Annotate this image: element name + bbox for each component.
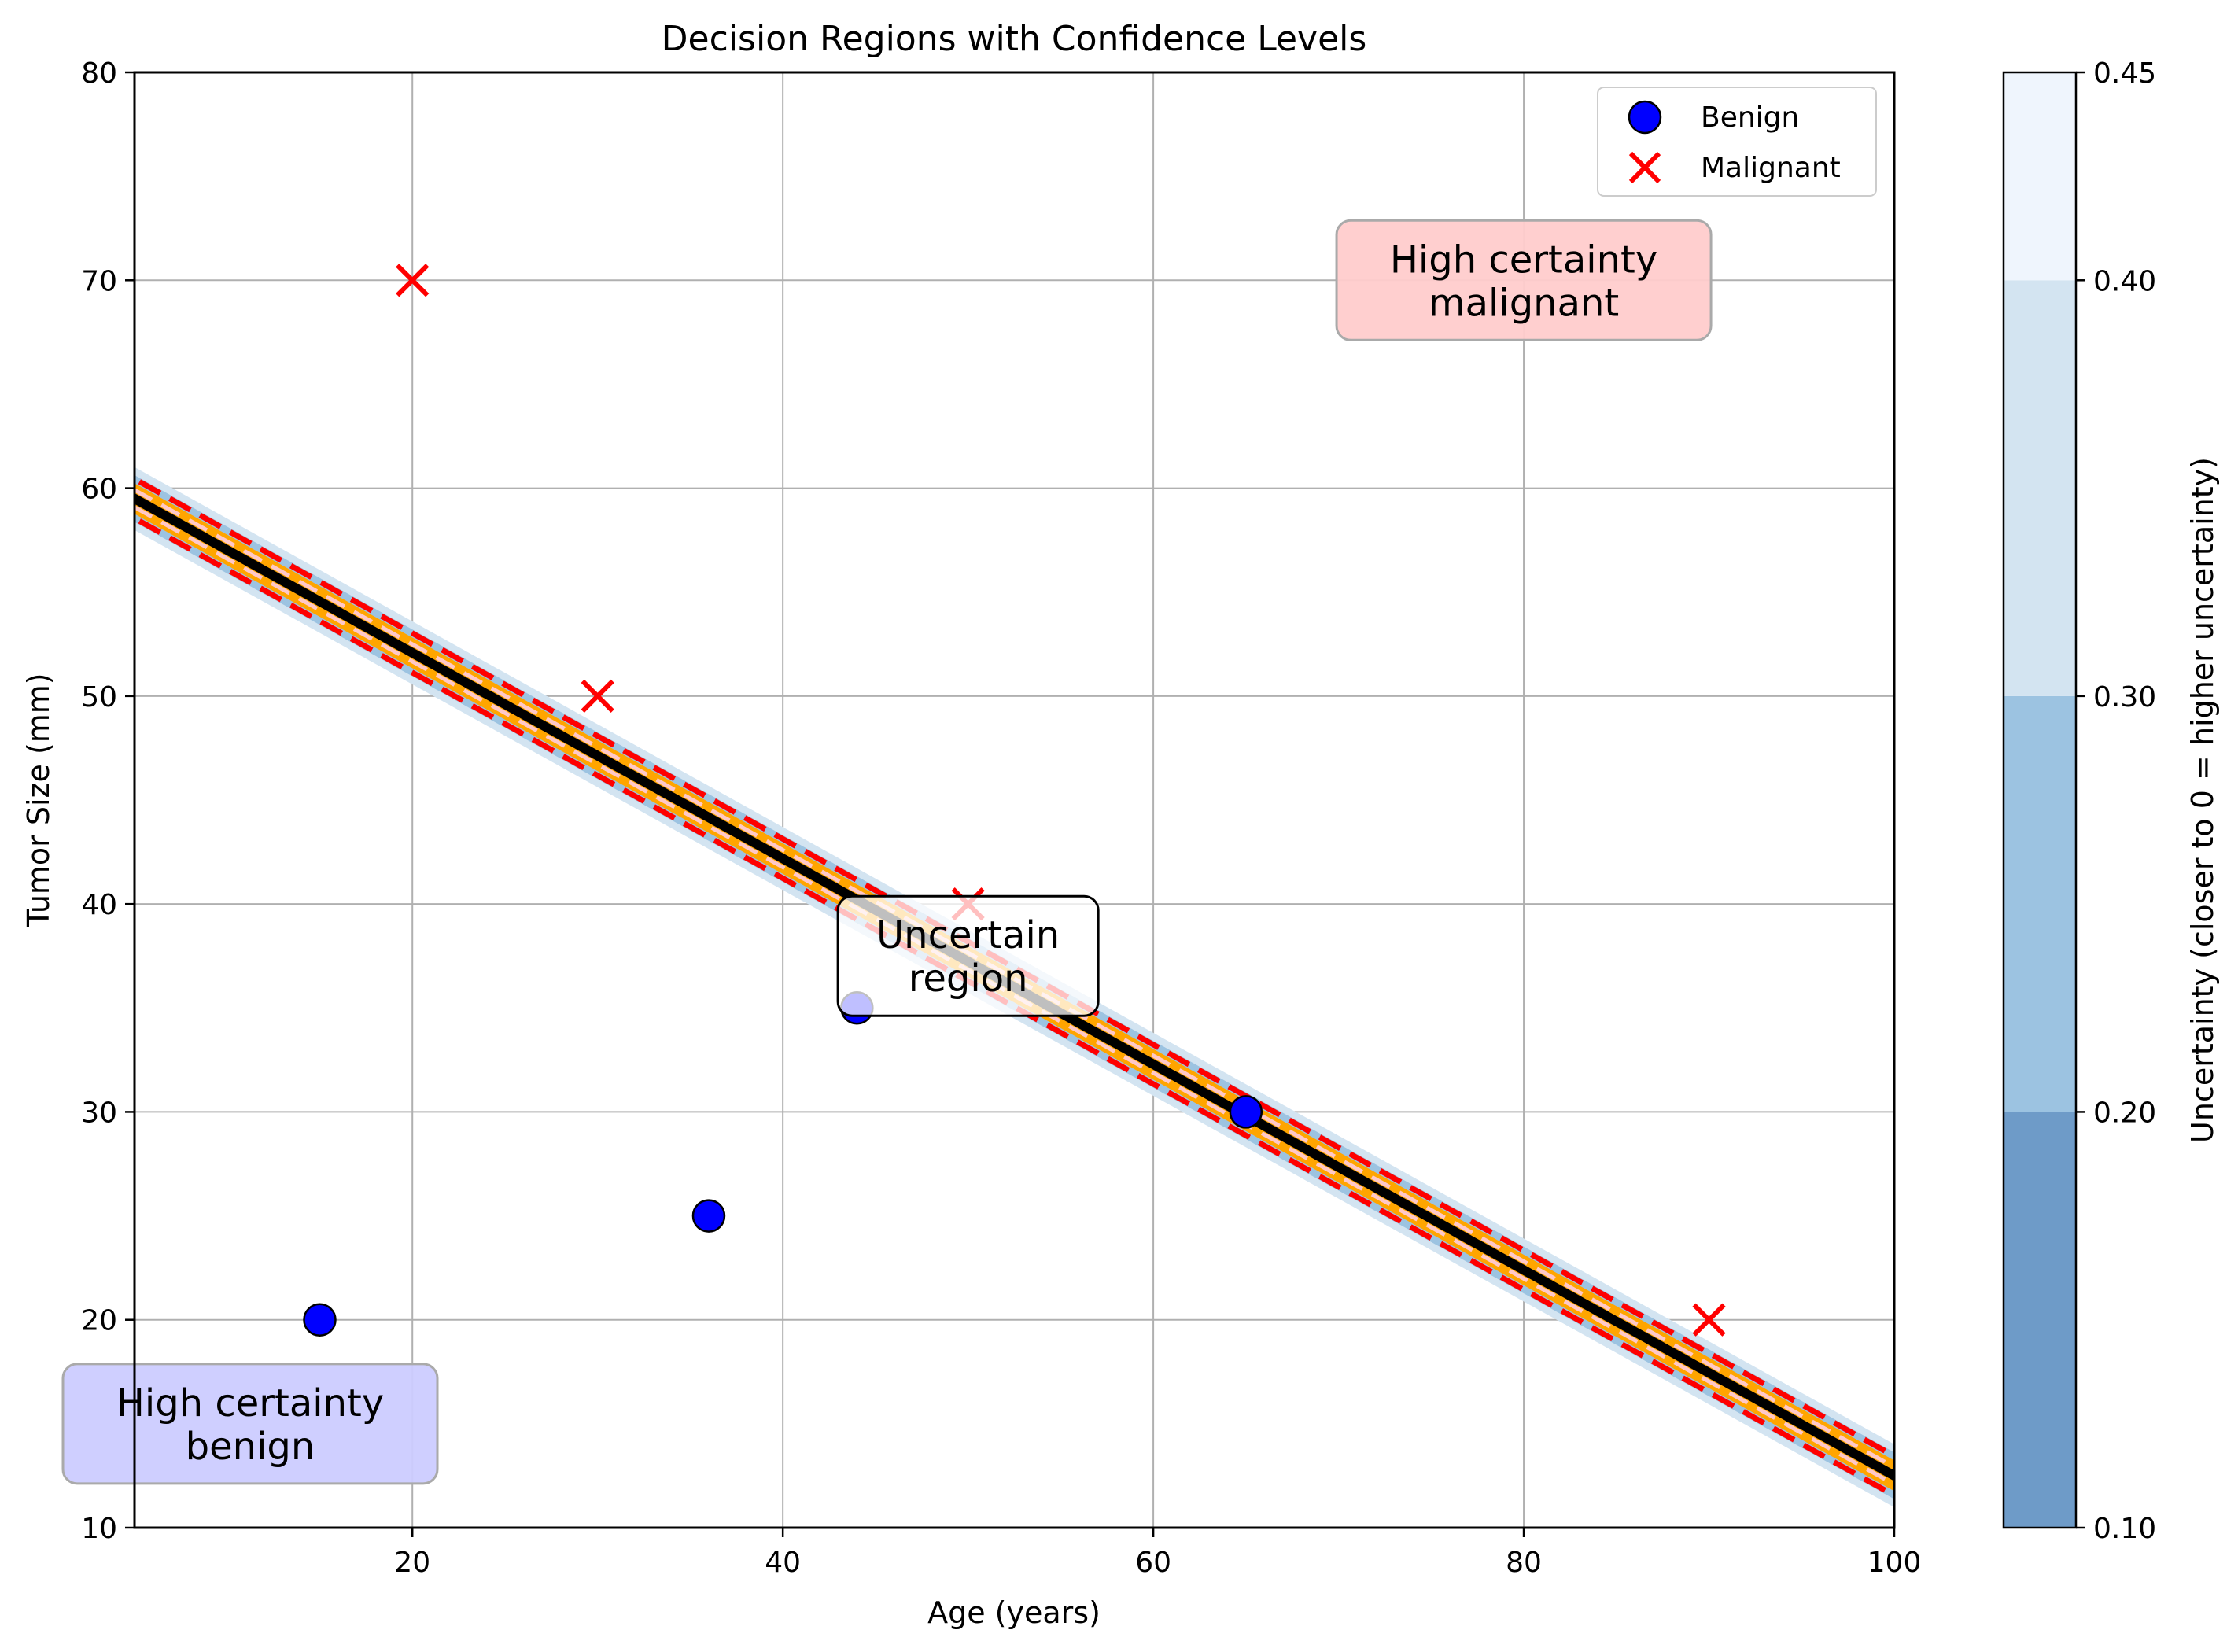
colorbar-tick-label: 0.10 — [2093, 1513, 2156, 1545]
malignant-point — [396, 264, 430, 297]
confidence-line-upper — [135, 475, 1894, 1459]
x-tick-label: 40 — [765, 1547, 801, 1579]
plot-frame — [133, 71, 1896, 1529]
colorbar-tick-label: 0.30 — [2093, 681, 2156, 714]
x-tick-label: 100 — [1867, 1547, 1922, 1579]
x-tick-label: 60 — [1135, 1547, 1171, 1579]
y-tick-label: 50 — [81, 681, 117, 714]
annotation-text: High certainty — [116, 1381, 384, 1425]
y-tick-label: 60 — [81, 474, 117, 506]
colorbar-tick-label: 0.20 — [2093, 1097, 2156, 1129]
malignant-point-stroke — [1692, 1303, 1726, 1337]
y-axis-label: Tumor Size (mm) — [21, 673, 56, 927]
legend-malignant-label: Malignant — [1701, 152, 1841, 184]
annotation-text: malignant — [1429, 281, 1619, 325]
y-tick-label: 30 — [81, 1097, 117, 1129]
malignant-point — [1692, 1303, 1726, 1337]
benign-point — [1229, 1095, 1263, 1129]
x-tick-label: 80 — [1506, 1547, 1542, 1579]
annotation-text: High certainty — [1390, 238, 1657, 282]
legend-malignant-marker — [1628, 151, 1661, 184]
y-tick-label: 40 — [81, 889, 117, 921]
x-tick-label: 20 — [394, 1547, 430, 1579]
colorbar-level — [2004, 72, 2076, 281]
colorbar-tick-label: 0.40 — [2093, 265, 2156, 297]
y-axis-ticks: 10 20 30 40 50 60 70 80 — [81, 57, 135, 1545]
x-axis-label: Age (years) — [927, 1595, 1101, 1630]
y-tick-label: 20 — [81, 1305, 117, 1337]
colorbar: 0.10 0.20 0.30 0.40 0.45 — [2002, 57, 2156, 1545]
colorbar-level — [2004, 1112, 2076, 1528]
benign-point — [303, 1303, 337, 1337]
colorbar-level — [2004, 280, 2076, 696]
y-tick-label: 10 — [81, 1513, 117, 1545]
colorbar-tick-label: 0.45 — [2093, 57, 2156, 90]
x-axis-ticks: 20 40 60 80 100 — [394, 1528, 1921, 1579]
annotation-box — [61, 1363, 439, 1485]
legend: Benign Malignant — [1597, 87, 1877, 197]
legend-benign-marker — [1628, 100, 1662, 135]
annotations: High certaintymalignantUncertainregionHi… — [61, 219, 1713, 1485]
legend-benign-label: Benign — [1701, 101, 1799, 134]
malignant-point-stroke — [581, 679, 614, 713]
y-tick-label: 70 — [81, 265, 117, 297]
benign-point — [691, 1199, 726, 1233]
annotation-box — [836, 894, 1100, 1017]
colorbar-label: Uncertainty (closer to 0 = higher uncert… — [2185, 457, 2220, 1143]
colorbar-level — [2004, 695, 2076, 1112]
legend-box — [1597, 87, 1877, 197]
annotation-text: region — [909, 957, 1028, 1001]
malignant-point — [581, 679, 614, 713]
grid — [135, 72, 1895, 1528]
annotation-text: benign — [186, 1425, 315, 1469]
confidence-line-lower — [135, 514, 1894, 1499]
chart-title: Decision Regions with Confidence Levels — [662, 19, 1367, 59]
malignant-point-stroke — [396, 264, 430, 297]
colorbar-frame — [2002, 71, 2078, 1529]
annotation-text: Uncertain — [876, 913, 1060, 957]
annotation-box — [1335, 219, 1713, 341]
y-tick-label: 80 — [81, 57, 117, 90]
